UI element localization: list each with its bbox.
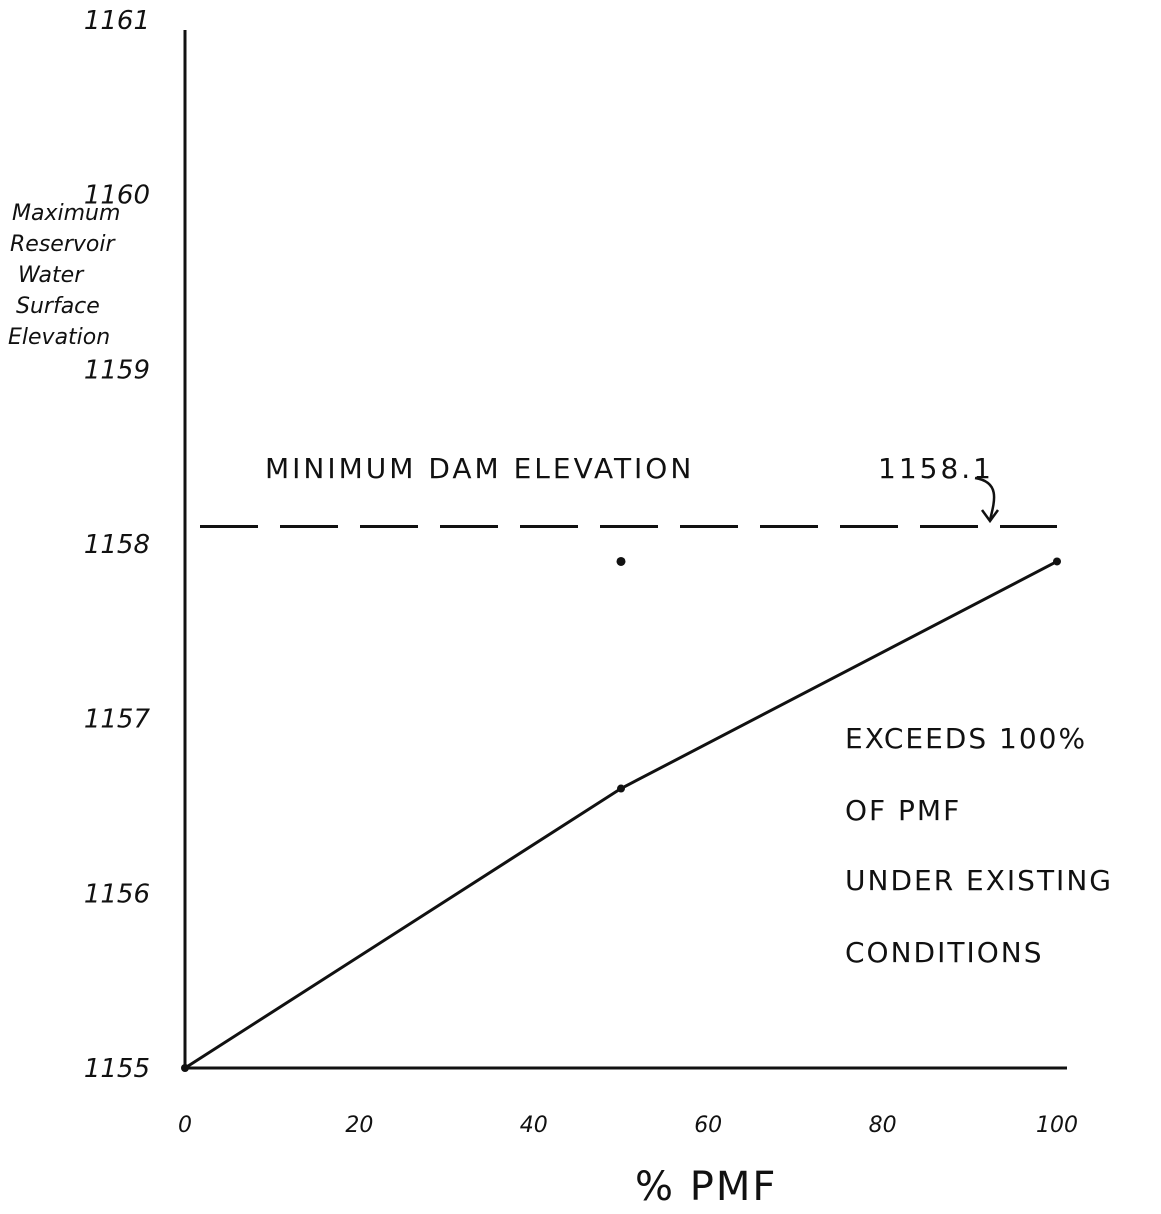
y-tick-label: 1155: [84, 1054, 150, 1084]
annotation-text: EXCEEDS 100% OF PMF UNDER EXISTING CONDI…: [845, 722, 1124, 969]
y-tick-label: 1158: [84, 530, 150, 560]
data-point: [617, 784, 625, 793]
y-tick-label: 1159: [84, 355, 150, 385]
y-tick-label: 1160: [84, 181, 150, 211]
reference-line-pointer: [974, 476, 996, 521]
x-tick-label: 40: [520, 1113, 548, 1138]
reference-line-pointer-arrowhead: [980, 509, 1000, 524]
y-axis-label-line: Maximum: [12, 201, 120, 226]
annotation-line: UNDER EXISTING: [845, 864, 1113, 897]
x-tick-label: 80: [869, 1113, 897, 1138]
y-axis-label: Maximum Reservoir Water Surface Elevatio…: [8, 201, 127, 350]
y-axis-label-line: Surface: [16, 294, 100, 319]
data-points: [181, 556, 1061, 1072]
y-axis-label-line: Reservoir: [10, 232, 116, 257]
x-tick-labels: 0 20 40 60 80 100: [178, 1113, 1078, 1138]
y-tick-label: 1157: [84, 705, 151, 735]
y-tick-label: 1156: [84, 879, 150, 909]
y-axis-label-line: Water: [18, 263, 85, 288]
x-tick-label: 20: [345, 1113, 373, 1138]
x-tick-label: 0: [178, 1113, 192, 1138]
reference-line-value: 1158.1: [878, 452, 994, 485]
annotation-line: EXCEEDS 100%: [845, 722, 1087, 755]
x-tick-label: 60: [694, 1113, 722, 1138]
y-tick-labels: 1155 1156 1157 1158 1159 1160 1161: [84, 6, 151, 1084]
y-tick-label: 1161: [84, 6, 150, 36]
annotation-line: CONDITIONS: [845, 936, 1043, 969]
x-axis-label: % PMF: [635, 1164, 777, 1210]
reference-line-label: MINIMUM DAM ELEVATION: [265, 452, 694, 485]
data-point: [616, 556, 626, 566]
data-point: [181, 1064, 189, 1072]
x-tick-label: 100: [1036, 1113, 1078, 1138]
y-axis-label-line: Elevation: [8, 325, 110, 350]
data-point: [1053, 557, 1061, 566]
annotation-line: OF PMF: [845, 794, 961, 827]
